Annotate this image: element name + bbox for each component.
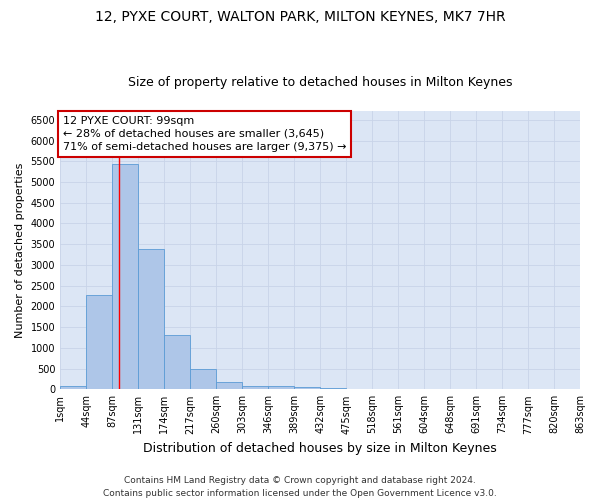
Bar [294, 387, 320, 390]
Bar [268, 386, 294, 390]
Bar [164, 335, 190, 390]
Y-axis label: Number of detached properties: Number of detached properties [15, 162, 25, 338]
Text: 12 PYXE COURT: 99sqm
← 28% of detached houses are smaller (3,645)
71% of semi-de: 12 PYXE COURT: 99sqm ← 28% of detached h… [63, 116, 346, 152]
Bar [112, 164, 138, 390]
Bar [190, 370, 216, 390]
Bar [320, 388, 346, 390]
Bar [60, 386, 86, 390]
X-axis label: Distribution of detached houses by size in Milton Keynes: Distribution of detached houses by size … [143, 442, 497, 455]
Title: Size of property relative to detached houses in Milton Keynes: Size of property relative to detached ho… [128, 76, 512, 90]
Bar [242, 386, 268, 390]
Text: Contains HM Land Registry data © Crown copyright and database right 2024.
Contai: Contains HM Land Registry data © Crown c… [103, 476, 497, 498]
Bar [346, 388, 372, 390]
Bar [86, 295, 112, 390]
Bar [216, 382, 242, 390]
Bar [138, 249, 164, 390]
Text: 12, PYXE COURT, WALTON PARK, MILTON KEYNES, MK7 7HR: 12, PYXE COURT, WALTON PARK, MILTON KEYN… [95, 10, 505, 24]
